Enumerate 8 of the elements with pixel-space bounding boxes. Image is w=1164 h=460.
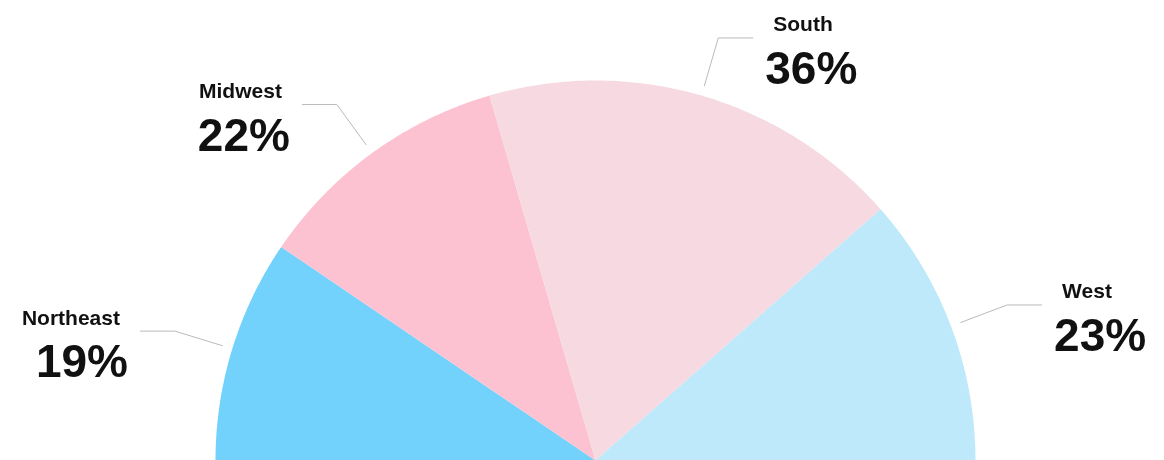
data-label: 23%	[1054, 308, 1147, 361]
slice-label: West	[1062, 279, 1112, 303]
data-label: 19%	[35, 335, 128, 388]
data-label: 22%	[197, 108, 290, 161]
slice-label: Northeast	[21, 305, 120, 329]
data-label: 36%	[765, 41, 858, 94]
slice-label: South	[773, 12, 833, 36]
slice-label: Midwest	[199, 79, 282, 103]
